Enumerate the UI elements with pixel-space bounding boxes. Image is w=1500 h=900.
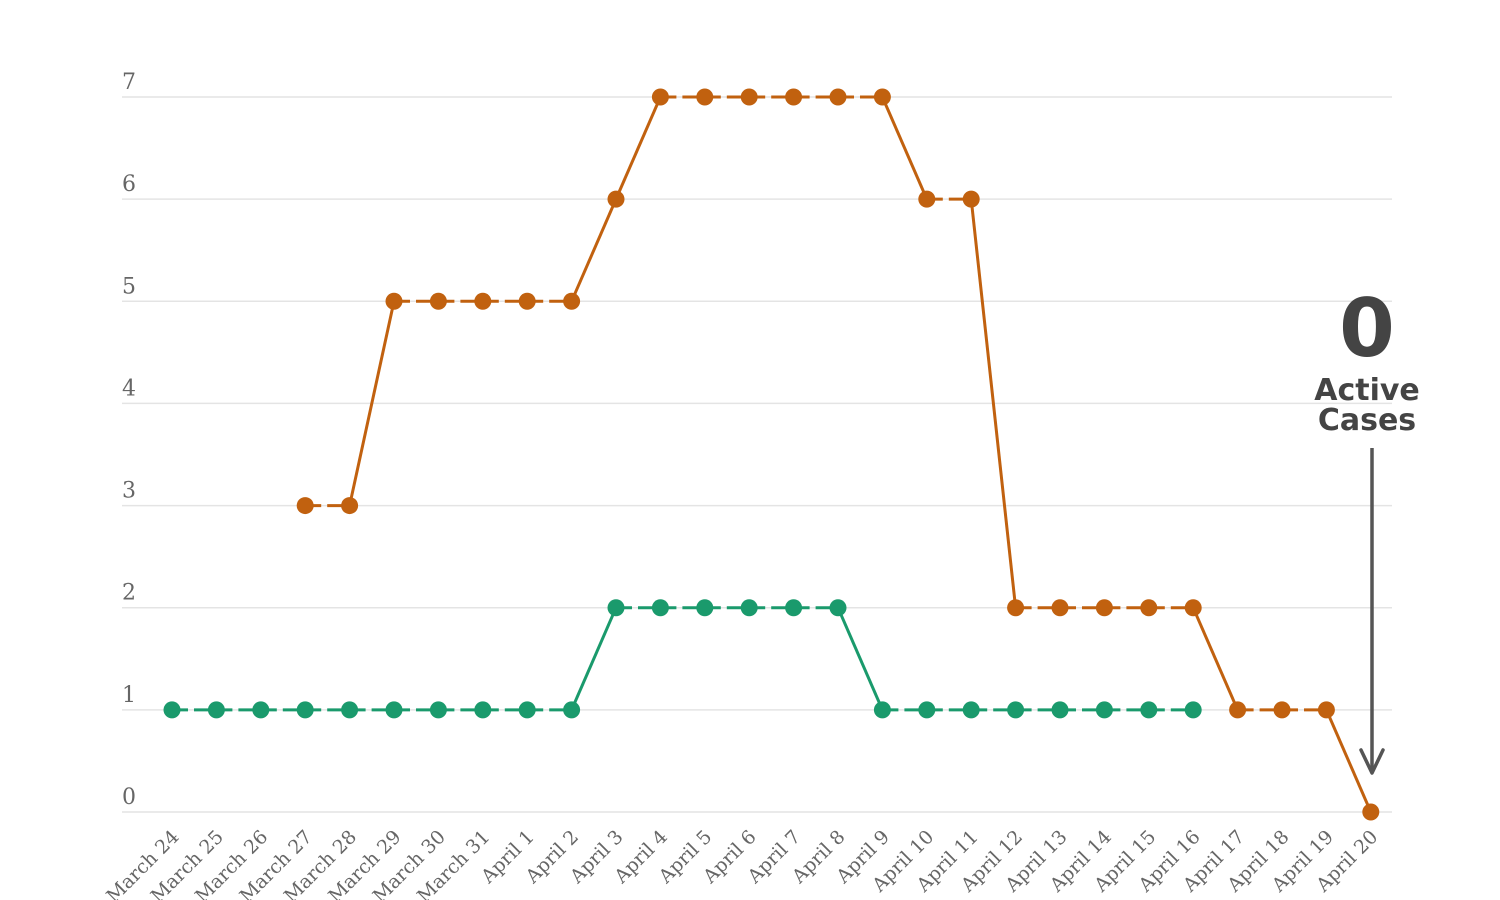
series-1-segment xyxy=(348,300,396,506)
series-0-point xyxy=(1007,701,1025,719)
series-1-point xyxy=(651,88,669,106)
series-0-point xyxy=(385,701,403,719)
annotation-label-line2: Cases xyxy=(1318,403,1416,438)
series-1-segment xyxy=(881,96,929,200)
y-tick-label-0: 0 xyxy=(122,785,136,810)
series-0-point xyxy=(252,701,270,719)
series-1-point xyxy=(1007,599,1025,617)
series-1-point xyxy=(429,292,447,310)
annotation-arrowhead xyxy=(1359,748,1385,775)
y-tick-label-4: 4 xyxy=(122,376,136,401)
series-1-point xyxy=(1229,701,1247,719)
series-1-point xyxy=(607,190,625,208)
series-0-point xyxy=(296,701,314,719)
series-0-point xyxy=(429,701,447,719)
series-1 xyxy=(296,88,1380,821)
y-tick-label-7: 7 xyxy=(122,70,136,95)
y-tick-label-5: 5 xyxy=(122,274,136,299)
series-1-point xyxy=(1051,599,1069,617)
series-1-point xyxy=(1317,701,1335,719)
series-0-point xyxy=(785,599,803,617)
series-1-point xyxy=(918,190,936,208)
y-axis-ticks: 0 1 2 3 4 5 6 7 xyxy=(122,70,136,810)
series-1-point xyxy=(385,292,403,310)
series-1-point xyxy=(829,88,847,106)
series-1-point xyxy=(518,292,536,310)
y-tick-label-3: 3 xyxy=(122,479,136,504)
series-1-point xyxy=(296,497,314,515)
active-cases-annotation: 0 Active Cases xyxy=(1314,282,1420,775)
series-0-segment xyxy=(836,607,884,711)
annotation-label-line1: Active xyxy=(1314,373,1420,408)
series-1-point xyxy=(1362,803,1380,821)
series-1-point xyxy=(696,88,714,106)
series-0-point xyxy=(1051,701,1069,719)
series-0-segment xyxy=(570,607,618,711)
series-1-segment xyxy=(614,96,662,200)
series-1-point xyxy=(1095,599,1113,617)
series-0-point xyxy=(163,701,181,719)
series-1-point xyxy=(341,497,359,515)
series-0-point xyxy=(651,599,669,617)
y-tick-label-1: 1 xyxy=(122,683,136,708)
y-tick-label-2: 2 xyxy=(122,581,136,606)
series-0-point xyxy=(207,701,225,719)
series-0 xyxy=(163,599,1202,719)
series-lines xyxy=(163,88,1380,821)
series-0-point xyxy=(696,599,714,617)
series-0-point xyxy=(1184,701,1202,719)
series-0-point xyxy=(829,599,847,617)
series-1-point xyxy=(474,292,492,310)
series-1-point xyxy=(740,88,758,106)
series-0-point xyxy=(607,599,625,617)
series-1-point xyxy=(785,88,803,106)
series-1-point xyxy=(962,190,980,208)
series-0-point xyxy=(1095,701,1113,719)
gridlines xyxy=(122,96,1392,813)
series-1-point xyxy=(1184,599,1202,617)
series-0-point xyxy=(918,701,936,719)
series-0-point xyxy=(341,701,359,719)
series-1-point xyxy=(563,292,581,310)
series-1-point xyxy=(1273,701,1291,719)
series-0-point xyxy=(1140,701,1158,719)
series-1-segment xyxy=(570,198,618,302)
series-1-segment xyxy=(1191,607,1239,711)
annotation-value: 0 xyxy=(1339,282,1395,375)
series-0-point xyxy=(962,701,980,719)
series-1-point xyxy=(1140,599,1158,617)
series-0-point xyxy=(563,701,581,719)
series-0-point xyxy=(873,701,891,719)
series-1-segment xyxy=(1325,709,1373,813)
series-0-point xyxy=(740,599,758,617)
series-1-point xyxy=(873,88,891,106)
series-0-point xyxy=(474,701,492,719)
y-tick-label-6: 6 xyxy=(122,172,136,197)
series-1-segment xyxy=(969,198,1018,608)
series-0-point xyxy=(518,701,536,719)
